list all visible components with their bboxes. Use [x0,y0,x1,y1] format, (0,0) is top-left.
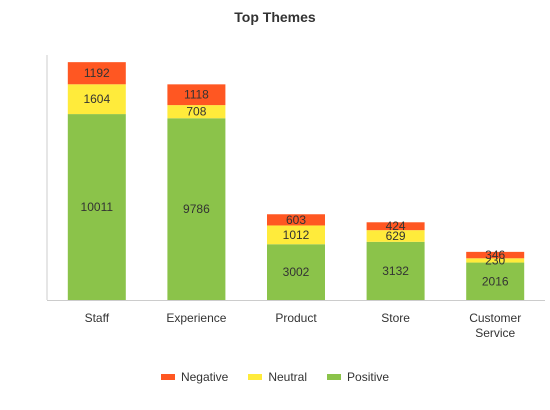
bar-negative-3 [267,214,325,226]
chart-title: Top Themes [234,9,316,25]
bar-negative-1 [67,62,126,85]
bar-positive-3 [267,244,325,300]
data-label-negative-4: 424 [386,219,406,233]
bar-neutral-1 [67,84,126,115]
x-tick-label-1: Staff [85,311,110,325]
data-label-neutral-4: 629 [386,229,406,243]
x-tick-label-3: Product [275,311,317,325]
legend-swatch-negative [160,374,175,380]
legend-item-neutral[interactable]: Neutral [248,370,307,384]
data-label-negative-3: 603 [286,213,306,227]
x-tick-label-2: Experience [166,311,226,325]
data-label-neutral-2: 708 [186,105,206,119]
legend-item-negative[interactable]: Negative [160,370,229,384]
x-tick-label-4: Store [381,311,410,325]
legend-swatch-neutral [248,374,263,380]
x-tick-label-5: Customer Service [469,311,521,340]
data-label-negative-5: 346 [485,248,505,262]
bar-negative-4 [366,222,425,231]
data-label-positive-1: 10011 [81,200,114,214]
data-label-neutral-3: 1012 [283,228,310,242]
bar-negative-2 [167,84,226,106]
bar-positive-2 [167,118,226,300]
data-label-positive-5: 2016 [482,274,509,288]
data-label-positive-4: 3132 [382,264,409,278]
data-label-negative-2: 1118 [184,88,209,102]
data-label-negative-1: 1192 [84,66,110,80]
legend-label-negative: Negative [180,370,229,384]
data-label-positive-3: 3002 [283,265,310,279]
bar-neutral-2 [167,105,226,119]
legend: Negative Neutral Positive [0,370,550,384]
data-label-neutral-1: 1604 [83,92,110,106]
bar-positive-5 [466,262,525,300]
legend-item-positive[interactable]: Positive [327,370,389,384]
legend-swatch-positive [327,374,342,380]
bar-positive-1 [67,114,126,301]
bar-negative-5 [466,251,525,259]
bar-positive-4 [366,241,425,300]
bar-neutral-5 [466,258,525,263]
bar-neutral-4 [366,230,425,242]
bar-neutral-3 [267,225,325,245]
legend-label-positive: Positive [347,370,390,384]
legend-label-neutral: Neutral [268,370,308,384]
data-label-positive-2: 9786 [183,202,210,216]
